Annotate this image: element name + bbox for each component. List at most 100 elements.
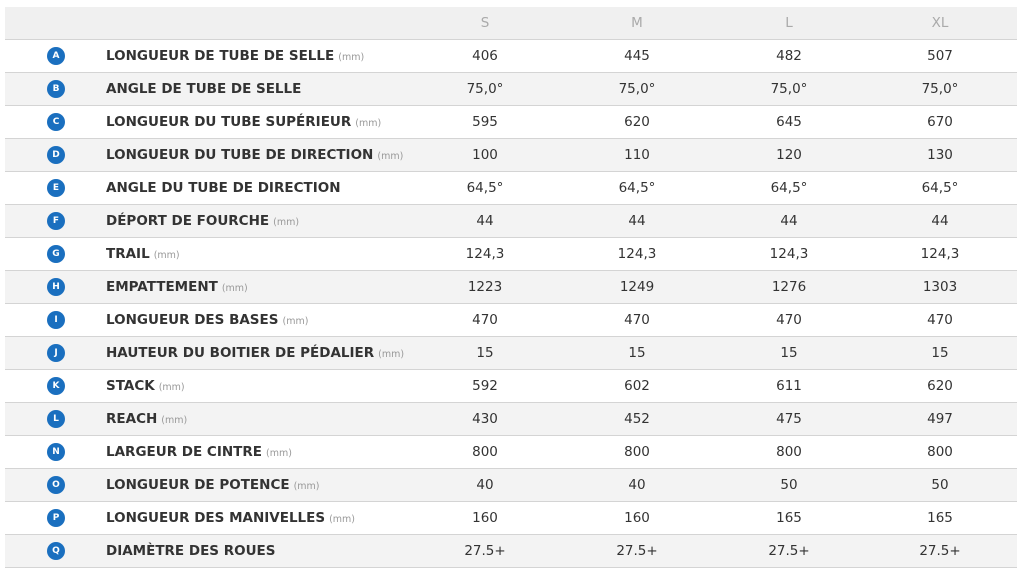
value-cell: 44	[628, 213, 646, 229]
value-cell: 40	[628, 477, 646, 493]
row-letter: C	[47, 113, 65, 131]
value-cell: 27.5+	[919, 543, 961, 559]
row-label: LONGUEUR DE TUBE DE SELLE (mm)	[106, 40, 364, 72]
label-text: LONGUEUR DES MANIVELLES	[106, 510, 326, 526]
value-cell: 165	[927, 510, 953, 526]
value-cell: 430	[472, 411, 498, 427]
value-cell: 160	[624, 510, 650, 526]
row-label: HAUTEUR DU BOITIER DE PÉDALIER (mm)	[106, 337, 404, 369]
value-cell: 475	[776, 411, 802, 427]
value-cell: 124,3	[617, 246, 657, 262]
label-text: EMPATTEMENT	[106, 279, 218, 295]
value-cell: 75,0°	[770, 81, 808, 97]
table-row: H EMPATTEMENT (mm) 1223 1249 1276 1303	[5, 271, 1017, 304]
value-cell: 130	[927, 147, 953, 163]
table-row: E ANGLE DU TUBE DE DIRECTION 64,5° 64,5° 64,…	[5, 172, 1017, 205]
value-cell: 124,3	[769, 246, 809, 262]
unit: (mm)	[355, 118, 382, 129]
label-text: TRAIL	[106, 246, 150, 262]
unit: (mm)	[153, 250, 180, 261]
value-cell: 64,5°	[618, 180, 656, 196]
row-letter: P	[47, 509, 65, 527]
unit: (mm)	[329, 514, 356, 525]
row-label: REACH (mm)	[106, 403, 187, 435]
row-label: TRAIL (mm)	[106, 238, 180, 270]
row-label: STACK (mm)	[106, 370, 185, 402]
table-row: I LONGUEUR DES BASES (mm) 470 470 470 470	[5, 304, 1017, 337]
row-letter: I	[47, 311, 65, 329]
value-cell: 800	[776, 444, 802, 460]
value-cell: 15	[476, 345, 494, 361]
table-row: K STACK (mm) 592 602 611 620	[5, 370, 1017, 403]
value-cell: 44	[780, 213, 798, 229]
value-cell: 15	[628, 345, 646, 361]
table-row: A LONGUEUR DE TUBE DE SELLE (mm) 406 445 482 5…	[5, 40, 1017, 73]
table-row: O LONGUEUR DE POTENCE (mm) 40 40 50 50	[5, 469, 1017, 502]
label-text: REACH	[106, 411, 158, 427]
value-cell: 124,3	[465, 246, 505, 262]
table-row: N LARGEUR DE CINTRE (mm) 800 800 800 800	[5, 436, 1017, 469]
row-letter: B	[47, 80, 65, 98]
label-text: LARGEUR DE CINTRE	[106, 444, 262, 460]
value-cell: 482	[776, 48, 802, 64]
value-cell: 75,0°	[618, 81, 656, 97]
value-cell: 800	[927, 444, 953, 460]
table-row: J HAUTEUR DU BOITIER DE PÉDALIER (mm) 15 15 1…	[5, 337, 1017, 370]
value-cell: 620	[624, 114, 650, 130]
label-text: LONGUEUR DU TUBE DE DIRECTION	[106, 147, 374, 163]
row-label: LONGUEUR DES BASES (mm)	[106, 304, 308, 336]
column-header: L	[785, 15, 793, 31]
row-letter: A	[47, 47, 65, 65]
value-cell: 50	[780, 477, 798, 493]
value-cell: 44	[931, 213, 949, 229]
table-row: F DÉPORT DE FOURCHE (mm) 44 44 44 44	[5, 205, 1017, 238]
row-letter: F	[47, 212, 65, 230]
value-cell: 645	[776, 114, 802, 130]
value-cell: 620	[927, 378, 953, 394]
row-label: DÉPORT DE FOURCHE (mm)	[106, 205, 299, 237]
column-header: S	[480, 15, 490, 31]
header-row: S M L XL	[5, 7, 1017, 40]
row-label: LONGUEUR DU TUBE DE DIRECTION (mm)	[106, 139, 403, 171]
value-cell: 27.5+	[464, 543, 506, 559]
value-cell: 15	[780, 345, 798, 361]
value-cell: 27.5+	[768, 543, 810, 559]
label-text: STACK	[106, 378, 155, 394]
label-text: LONGUEUR DE POTENCE	[106, 477, 290, 493]
table-row: L REACH (mm) 430 452 475 497	[5, 403, 1017, 436]
row-letter: G	[47, 245, 65, 263]
row-label: LONGUEUR DE POTENCE (mm)	[106, 469, 320, 501]
label-text: ANGLE DU TUBE DE DIRECTION	[106, 180, 341, 196]
unit: (mm)	[338, 52, 365, 63]
row-letter: Q	[47, 542, 65, 560]
value-cell: 611	[776, 378, 802, 394]
row-label: ANGLE DU TUBE DE DIRECTION	[106, 172, 341, 204]
value-cell: 800	[624, 444, 650, 460]
value-cell: 452	[624, 411, 650, 427]
label-text: LONGUEUR DES BASES	[106, 312, 279, 328]
unit: (mm)	[158, 382, 185, 393]
value-cell: 40	[476, 477, 494, 493]
value-cell: 44	[476, 213, 494, 229]
value-cell: 445	[624, 48, 650, 64]
value-cell: 470	[472, 312, 498, 328]
table-row: D LONGUEUR DU TUBE DE DIRECTION (mm) 100 110…	[5, 139, 1017, 172]
value-cell: 470	[927, 312, 953, 328]
row-letter: O	[47, 476, 65, 494]
value-cell: 670	[927, 114, 953, 130]
unit: (mm)	[378, 349, 405, 360]
value-cell: 497	[927, 411, 953, 427]
row-label: DIAMÈTRE DES ROUES	[106, 535, 276, 567]
value-cell: 1249	[619, 279, 655, 295]
value-cell: 406	[472, 48, 498, 64]
value-cell: 64,5°	[770, 180, 808, 196]
unit: (mm)	[273, 217, 300, 228]
column-header: M	[631, 15, 643, 31]
column-header: XL	[931, 15, 949, 31]
table-row: G TRAIL (mm) 124,3 124,3 124,3 124,3	[5, 238, 1017, 271]
row-letter: D	[47, 146, 65, 164]
value-cell: 602	[624, 378, 650, 394]
value-cell: 64,5°	[466, 180, 504, 196]
row-letter: K	[47, 377, 65, 395]
